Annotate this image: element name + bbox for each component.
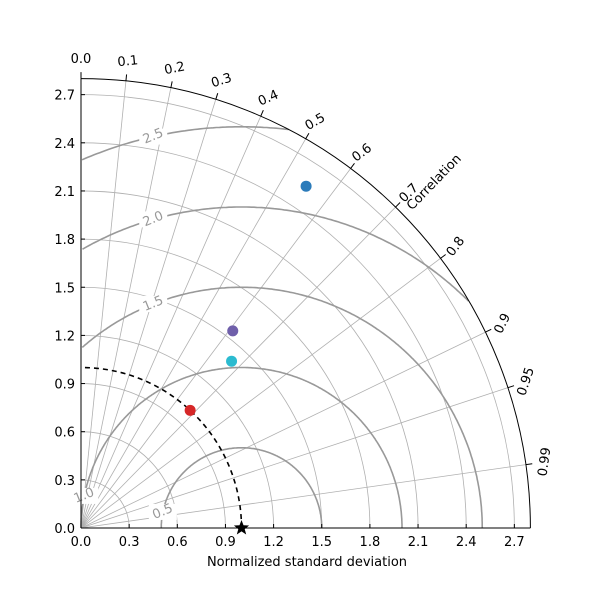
- correlation-gridline: [80, 87, 172, 529]
- rms-label-bg: [139, 211, 168, 228]
- x-tick-label: 2.7: [504, 535, 525, 550]
- rms-contours: 0.5 1.0 1.5 2.0 2.5: [70, 126, 484, 529]
- correlation-axis-title: Correlation: [404, 151, 465, 213]
- correlation-tick-label: 0.99: [536, 446, 555, 477]
- x-tick-label: 2.4: [456, 535, 477, 550]
- rms-contour: [80, 366, 403, 528]
- correlation-tick-label: 0.95: [515, 366, 538, 398]
- rms-contour-label: 2.5: [141, 126, 166, 148]
- correlation-tick-label: 0.1: [117, 53, 139, 70]
- rms-contour-label: 1.5: [141, 293, 166, 315]
- correlation-gridline: [80, 331, 486, 529]
- rms-label-bg: [70, 487, 99, 504]
- std-grid-arc: [80, 238, 371, 529]
- x-tick-label: 1.2: [263, 535, 284, 550]
- std-grid-arc: [80, 190, 419, 529]
- correlation-gridline: [80, 464, 526, 529]
- axes-frame: [80, 72, 533, 529]
- correlation-tick-label: 0.0: [71, 52, 92, 67]
- reference-arc: [80, 366, 250, 535]
- reference-star-marker: [233, 520, 250, 535]
- std-grid-arc: [80, 94, 515, 529]
- correlation-tick-label: 0.8: [444, 234, 468, 260]
- correlation-tick-mark: [485, 328, 492, 333]
- correlation-tick-mark: [440, 254, 446, 259]
- y-tick-label: 2.7: [54, 89, 75, 104]
- correlation-tick-mark: [525, 463, 533, 466]
- correlation-tick-mark: [395, 202, 401, 208]
- data-point: [227, 325, 239, 337]
- data-point: [184, 404, 196, 416]
- reference-std-arc: [80, 366, 243, 529]
- y-tick-label: 1.5: [54, 281, 75, 296]
- rms-contour: [81, 126, 289, 161]
- rms-label-bg: [139, 296, 168, 313]
- y-tick-label: 0.0: [54, 522, 75, 537]
- data-point: [226, 355, 238, 367]
- y-tick-label: 0.6: [54, 426, 75, 441]
- correlation-gridline: [80, 99, 217, 529]
- std-grid-arc: [80, 286, 323, 529]
- x-tick-label: 1.5: [311, 535, 332, 550]
- correlation-tick-mark: [507, 385, 515, 389]
- std-grid-arcs: [80, 94, 515, 529]
- rms-contour: [81, 286, 484, 529]
- data-point: [300, 180, 312, 192]
- std-grid-arc: [80, 479, 130, 529]
- rms-contour-label: 0.5: [150, 501, 175, 523]
- correlation-gridline: [80, 80, 127, 529]
- x-axis-title: Normalized standard deviation: [207, 555, 407, 570]
- x-tick-label: 1.8: [360, 535, 381, 550]
- correlation-tick-label: 0.6: [349, 141, 375, 165]
- correlation-gridline: [80, 258, 441, 529]
- correlation-tick-label: 0.5: [303, 110, 328, 133]
- rms-label-bg: [139, 128, 168, 145]
- rms-contour: [160, 447, 323, 529]
- x-tick-label: 0.0: [71, 535, 92, 550]
- rms-contour-label: 1.0: [72, 485, 97, 507]
- correlation-gridline: [80, 387, 509, 529]
- x-tick-label: 0.9: [215, 535, 236, 550]
- correlation-tick-mark: [170, 81, 173, 88]
- x-tick-label: 2.1: [408, 535, 429, 550]
- x-tick-label: 0.6: [167, 535, 188, 550]
- correlation-gridline: [80, 138, 307, 529]
- correlation-gridline: [80, 168, 351, 529]
- rms-contour-label: 2.0: [141, 209, 166, 231]
- tick-labels: 0.0 0.1 0.20.30.40.50.60.70.80.90.950.990.…: [54, 52, 554, 550]
- y-tick-label: 2.4: [54, 137, 75, 152]
- correlation-tick-label: 0.3: [209, 71, 233, 92]
- y-tick-label: 1.8: [54, 233, 75, 248]
- std-grid-arc: [80, 142, 467, 529]
- correlation-tick-label: 0.9: [492, 311, 515, 336]
- std-grid-arc: [80, 335, 274, 529]
- rms-label-bg: [148, 503, 177, 520]
- y-tick-label: 1.2: [54, 329, 75, 344]
- x-tick-label: 0.3: [119, 535, 140, 550]
- correlation-tick-label: 0.2: [163, 59, 186, 78]
- correlation-tick-mark: [215, 93, 219, 100]
- y-tick-label: 0.9: [54, 378, 75, 393]
- correlation-tick-mark: [260, 110, 264, 117]
- y-tick-label: 0.3: [54, 474, 75, 489]
- correlation-tick-mark: [305, 132, 310, 140]
- data-points: [184, 180, 312, 416]
- correlation-tick-label: 0.4: [256, 87, 281, 109]
- outer-arc: [80, 78, 531, 529]
- correlation-tick-mark: [350, 163, 355, 169]
- correlation-tick-mark: [125, 74, 128, 81]
- y-tick-label: 2.1: [54, 185, 75, 200]
- std-grid-arc: [80, 383, 226, 529]
- correlation-gridline: [80, 115, 262, 529]
